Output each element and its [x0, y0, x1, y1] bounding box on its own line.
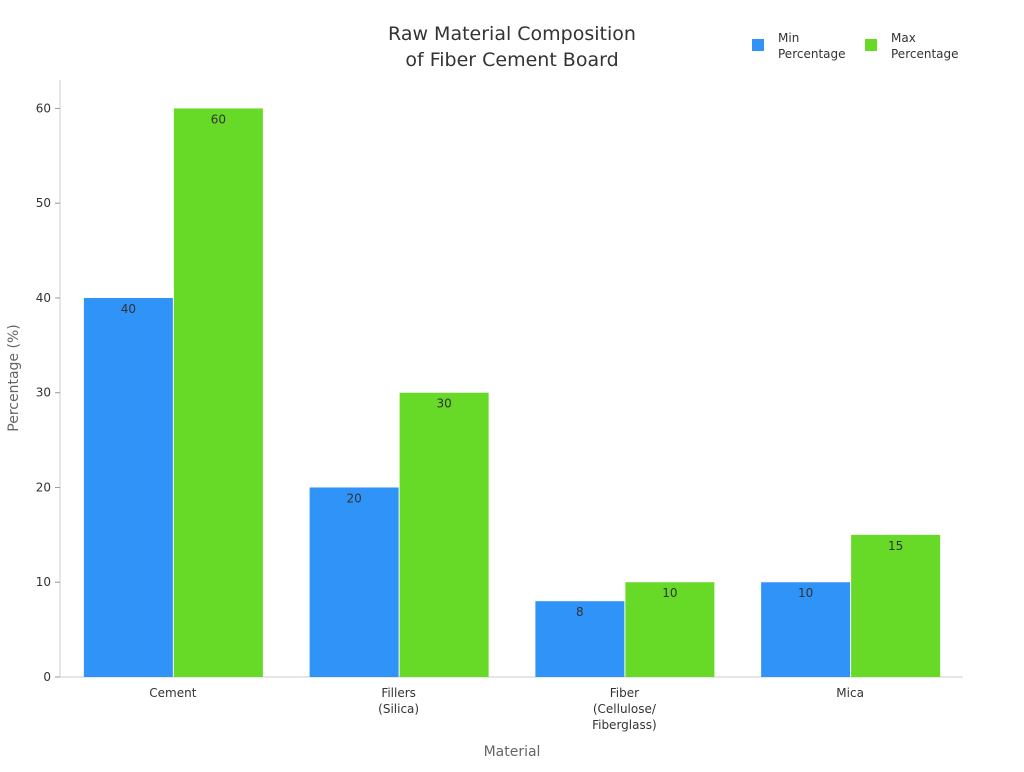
legend-swatch	[752, 39, 764, 51]
y-tick-label: 0	[43, 670, 51, 684]
y-axis-label: Percentage (%)	[6, 324, 22, 431]
x-tick-label: Cement	[149, 686, 196, 700]
y-tick-label: 20	[36, 480, 51, 494]
legend-label: Percentage	[891, 47, 959, 61]
x-tick-label: (Silica)	[378, 702, 419, 716]
y-tick-label: 40	[36, 291, 51, 305]
x-tick-label: Fiberglass)	[592, 718, 657, 732]
y-tick-label: 30	[36, 386, 51, 400]
data-label: 40	[121, 302, 136, 316]
bar	[83, 297, 173, 677]
data-label: 8	[576, 605, 584, 619]
data-label: 60	[211, 112, 226, 126]
legend-label: Percentage	[778, 47, 846, 61]
chart-title-line-2: of Fiber Cement Board	[405, 49, 618, 71]
bar	[535, 601, 625, 677]
data-label: 10	[662, 586, 677, 600]
bar	[761, 582, 851, 677]
chart-title-line-1: Raw Material Composition	[388, 23, 636, 45]
y-tick-label: 50	[36, 196, 51, 210]
x-axis-label: Material	[484, 744, 541, 760]
data-label: 30	[436, 397, 451, 411]
y-tick-label: 60	[36, 101, 51, 115]
bar	[851, 534, 941, 677]
data-label: 10	[798, 586, 813, 600]
bar	[173, 108, 263, 677]
x-tick-label: Fillers	[381, 686, 416, 700]
bar	[309, 487, 399, 677]
x-tick-label: Mica	[836, 686, 864, 700]
x-tick-label: Fiber	[610, 686, 639, 700]
y-tick-label: 10	[36, 575, 51, 589]
data-label: 15	[888, 539, 903, 553]
data-label: 20	[346, 491, 361, 505]
bar	[399, 392, 489, 677]
legend-label: Min	[778, 31, 799, 45]
bar	[625, 582, 715, 677]
legend-label: Max	[891, 31, 916, 45]
x-tick-label: (Cellulose/	[593, 702, 657, 716]
legend-swatch	[865, 39, 877, 51]
